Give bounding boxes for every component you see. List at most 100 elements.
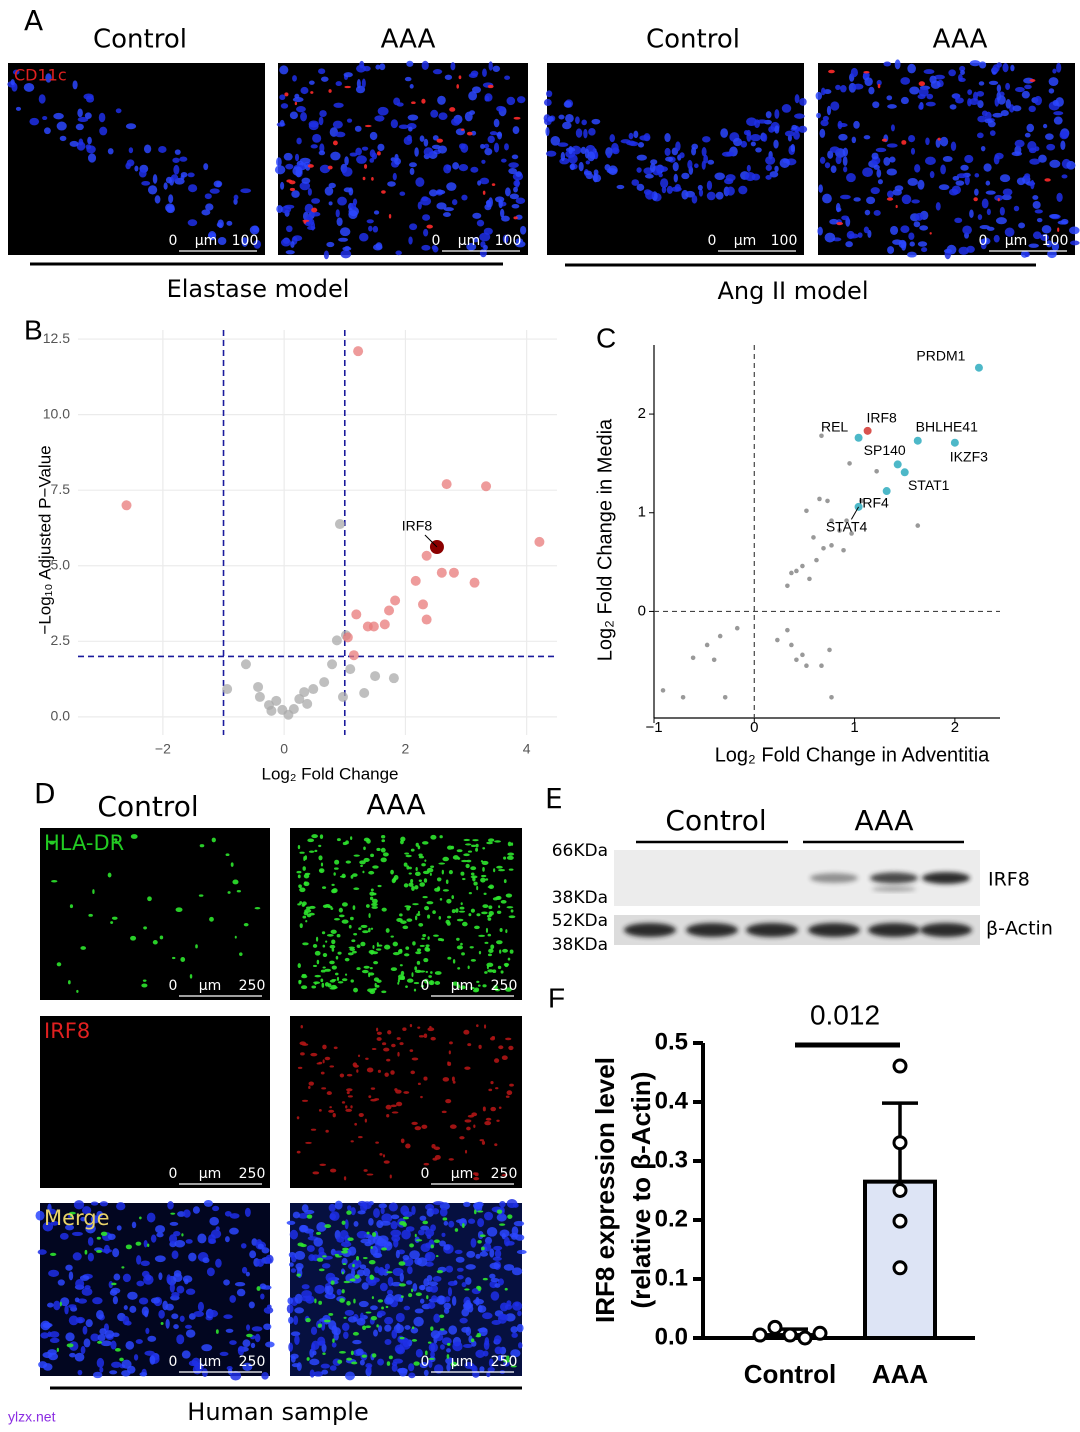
y-tick-label: 7.5 xyxy=(51,481,71,497)
nucleus xyxy=(868,86,875,95)
point xyxy=(254,691,265,702)
stain-spot xyxy=(434,981,441,985)
nucleus xyxy=(497,1278,505,1286)
stain-spot xyxy=(321,1087,327,1090)
nucleus xyxy=(328,201,333,206)
stain-spot xyxy=(380,847,386,853)
nucleus xyxy=(329,1365,337,1371)
nucleus xyxy=(938,184,950,191)
y-tick-label: 10.0 xyxy=(43,405,70,421)
nucleus xyxy=(511,1234,518,1240)
nucleus xyxy=(85,1319,93,1328)
stain-spot xyxy=(413,1361,420,1366)
stain-spot xyxy=(411,1057,419,1061)
nucleus xyxy=(294,1250,306,1260)
stain-spot xyxy=(482,847,486,850)
point xyxy=(704,642,710,648)
nucleus xyxy=(409,223,418,231)
nucleus xyxy=(575,128,583,138)
nucleus xyxy=(900,96,909,105)
stain-spot xyxy=(297,874,301,879)
stain-spot xyxy=(374,987,377,990)
stain-spot xyxy=(448,870,453,875)
nucleus xyxy=(408,236,413,245)
nucleus xyxy=(585,160,591,165)
nucleus xyxy=(452,1341,463,1352)
nucleus xyxy=(620,139,631,144)
stain-spot xyxy=(434,971,442,975)
nucleus xyxy=(347,1316,358,1323)
stain-spot xyxy=(353,854,360,857)
nucleus xyxy=(286,1220,296,1225)
point xyxy=(844,518,849,523)
y-tick-label: 0.1 xyxy=(655,1264,688,1291)
point xyxy=(825,498,830,504)
stain-spot xyxy=(413,988,417,992)
stain-spot xyxy=(325,940,328,943)
nucleus xyxy=(330,151,341,161)
nucleus xyxy=(308,80,315,85)
nucleus xyxy=(939,136,949,147)
stain-spot xyxy=(428,980,435,986)
nucleus xyxy=(171,1250,179,1260)
stain-spot xyxy=(420,1095,423,1099)
nucleus xyxy=(446,182,457,191)
stain-spot xyxy=(344,957,350,962)
nucleus xyxy=(441,1232,446,1237)
stain-spot xyxy=(402,1027,407,1031)
nucleus xyxy=(43,1363,53,1371)
nucleus xyxy=(980,145,986,152)
stain-spot xyxy=(505,1095,510,1098)
stain-spot xyxy=(456,849,463,853)
stain-spot xyxy=(49,840,55,845)
stain-spot xyxy=(310,1052,318,1057)
nucleus xyxy=(158,145,167,153)
nucleus xyxy=(335,81,342,87)
nucleus xyxy=(307,188,312,196)
point xyxy=(722,694,728,700)
stain-spot xyxy=(863,70,870,74)
point xyxy=(819,433,824,439)
nucleus xyxy=(241,1266,248,1274)
stain-spot xyxy=(901,140,907,145)
nucleus xyxy=(483,1242,492,1252)
nucleus xyxy=(59,135,67,142)
nucleus xyxy=(988,80,999,85)
point xyxy=(351,609,362,620)
stain-spot xyxy=(503,879,507,884)
nucleus xyxy=(376,1220,384,1228)
nucleus xyxy=(204,193,212,200)
nucleus xyxy=(49,1331,60,1338)
stain-spot xyxy=(456,945,464,950)
band xyxy=(810,873,858,883)
nucleus xyxy=(407,1266,413,1275)
stain-spot xyxy=(189,974,193,979)
nucleus xyxy=(499,1302,509,1312)
stain-label: CD11c xyxy=(14,66,67,85)
stain-spot xyxy=(449,1124,457,1129)
point xyxy=(441,479,452,490)
nucleus xyxy=(894,185,904,192)
nucleus xyxy=(873,164,880,170)
nucleus xyxy=(409,84,414,89)
nucleus xyxy=(935,138,941,148)
stain-spot xyxy=(376,1037,382,1041)
stain-spot xyxy=(454,1228,459,1232)
y-tick-label: 12.5 xyxy=(43,330,70,346)
nucleus xyxy=(976,132,984,139)
nucleus xyxy=(173,1270,182,1277)
nucleus xyxy=(341,1322,350,1332)
stain-spot xyxy=(500,970,504,974)
nucleus xyxy=(350,1207,356,1216)
nucleus xyxy=(934,74,945,80)
nucleus xyxy=(318,116,324,126)
stain-spot xyxy=(426,1295,429,1300)
y-tick-label: 0.2 xyxy=(655,1205,688,1232)
panel-letter: B xyxy=(24,314,43,345)
nucleus xyxy=(447,1281,457,1287)
stain-spot xyxy=(503,856,507,860)
stain-spot xyxy=(351,1361,358,1365)
nucleus xyxy=(673,173,678,183)
nucleus xyxy=(461,1308,470,1317)
